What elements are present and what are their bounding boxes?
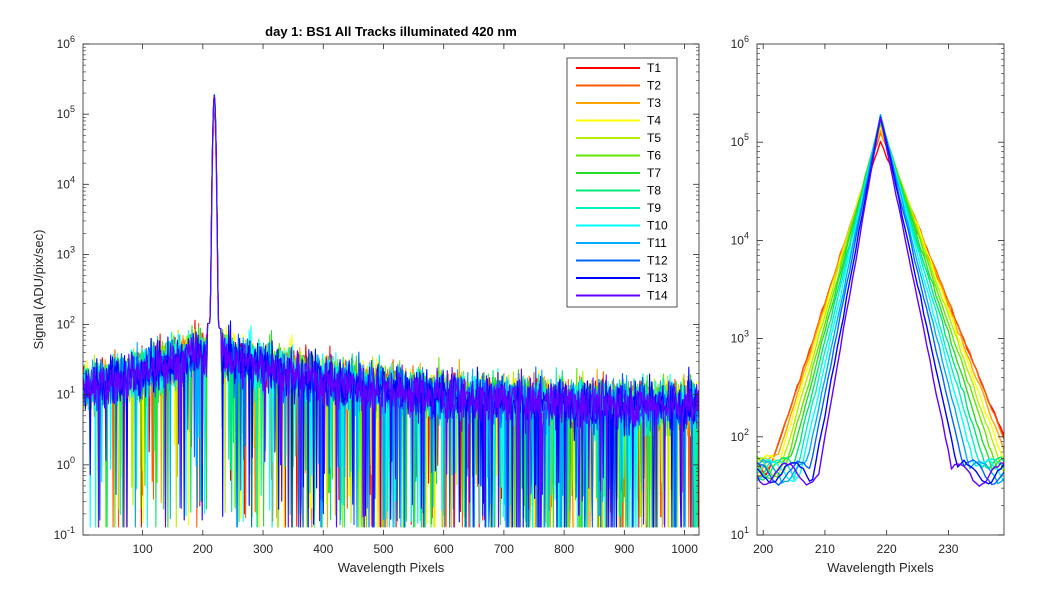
legend-label-t7: T7 bbox=[647, 166, 661, 180]
legend-label-t10: T10 bbox=[647, 219, 668, 233]
left-y-tick-label: 101 bbox=[57, 385, 75, 402]
left-plot-frame bbox=[82, 43, 700, 536]
left-x-tick-label: 400 bbox=[313, 542, 333, 556]
left-x-tick-label: 300 bbox=[253, 542, 273, 556]
left-y-tick-label: 102 bbox=[57, 315, 75, 332]
legend-label-t11: T11 bbox=[647, 236, 667, 250]
right-plot-frame bbox=[756, 43, 1005, 536]
zoom-series-line-t4 bbox=[757, 124, 1004, 467]
zoom-series-line-t2 bbox=[757, 131, 1004, 478]
right-x-tick-label: 220 bbox=[877, 542, 897, 556]
right-x-axis-label: Wavelength Pixels bbox=[827, 560, 934, 575]
left-x-tick-label: 700 bbox=[494, 542, 514, 556]
zoom-series-line-t11 bbox=[757, 113, 1004, 485]
zoom-series-line-t13 bbox=[757, 117, 1004, 485]
legend-label-t13: T13 bbox=[647, 271, 668, 285]
legend-label-t2: T2 bbox=[647, 79, 661, 93]
legend-box bbox=[566, 57, 678, 308]
right-series-group bbox=[757, 113, 1004, 487]
legend-label-t12: T12 bbox=[647, 254, 668, 268]
zoom-series-line-t12 bbox=[757, 115, 1004, 486]
legend-label-t14: T14 bbox=[647, 289, 668, 303]
right-y-tick-label: 104 bbox=[731, 230, 749, 247]
zoom-series-line-t3 bbox=[757, 129, 1004, 475]
right-y-tick-label: 103 bbox=[731, 329, 749, 346]
right-x-tick-label: 200 bbox=[753, 542, 773, 556]
zoom-series-line-t5 bbox=[757, 123, 1004, 478]
chart-title: day 1: BS1 All Tracks illuminated 420 nm bbox=[265, 24, 517, 39]
left-x-axis-label: Wavelength Pixels bbox=[338, 560, 445, 575]
left-y-tick-label: 106 bbox=[57, 34, 75, 51]
zoom-series-line-t14 bbox=[757, 116, 1004, 487]
left-y-axis-label: Signal (ADU/pix/sec) bbox=[31, 230, 46, 350]
left-x-tick-label: 1000 bbox=[671, 542, 698, 556]
left-x-tick-label: 600 bbox=[434, 542, 454, 556]
left-x-tick-label: 900 bbox=[614, 542, 634, 556]
left-x-tick-label: 800 bbox=[554, 542, 574, 556]
left-y-tick-label: 103 bbox=[57, 244, 75, 261]
left-y-tick-label: 105 bbox=[57, 104, 75, 121]
left-series-group bbox=[83, 94, 699, 528]
zoom-series-line-t10 bbox=[757, 114, 1004, 483]
left-x-tick-label: 500 bbox=[373, 542, 393, 556]
legend-label-t4: T4 bbox=[647, 114, 661, 128]
right-x-tick-label: 230 bbox=[938, 542, 958, 556]
right-x-tick-label: 210 bbox=[815, 542, 835, 556]
right-y-tick-label: 102 bbox=[731, 427, 749, 444]
legend-label-t9: T9 bbox=[647, 201, 661, 215]
right-y-tick-label: 105 bbox=[731, 132, 749, 149]
right-y-tick-label: 106 bbox=[731, 34, 749, 51]
left-y-tick-label: 100 bbox=[57, 455, 75, 472]
legend-label-t3: T3 bbox=[647, 96, 661, 110]
series-line-t14 bbox=[83, 95, 699, 528]
legend-label-t1: T1 bbox=[647, 61, 661, 75]
right-y-tick-label: 101 bbox=[731, 525, 749, 542]
legend-label-t8: T8 bbox=[647, 184, 661, 198]
left-y-tick-label: 10-1 bbox=[54, 525, 75, 542]
legend-label-t6: T6 bbox=[647, 149, 661, 163]
left-x-tick-label: 100 bbox=[133, 542, 153, 556]
left-x-tick-label: 200 bbox=[193, 542, 213, 556]
legend-label-t5: T5 bbox=[647, 131, 661, 145]
left-y-tick-label: 104 bbox=[57, 174, 75, 191]
